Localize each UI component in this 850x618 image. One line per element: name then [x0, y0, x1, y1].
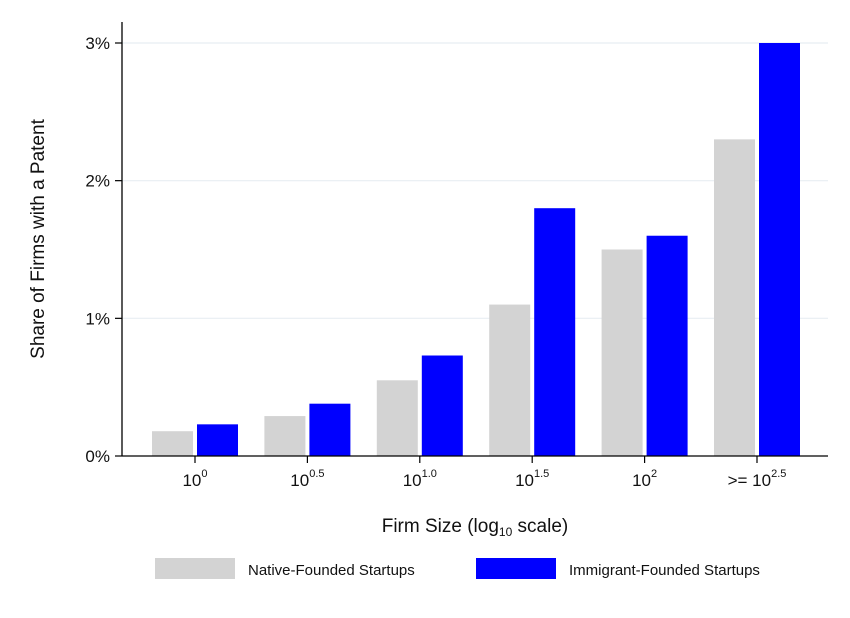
legend-swatch-native [155, 558, 235, 579]
bar-native [601, 249, 643, 456]
x-tick-label: 101.0 [403, 468, 437, 490]
x-tick-exponent: 1.0 [422, 468, 437, 480]
x-axis-title: Firm Size (log10 scale) [382, 516, 569, 539]
x-axis-title-post: scale) [512, 516, 568, 537]
bar-native [152, 431, 193, 456]
x-ticks: 100 100.5 101.0 101.5 102 >= 102.5 [182, 456, 786, 490]
x-tick-base: 10 [290, 471, 309, 490]
x-tick-base: 10 [403, 471, 422, 490]
bar-native [264, 416, 306, 456]
x-tick-base: >= 10 [728, 471, 772, 490]
x-tick-exponent: 0 [201, 468, 207, 480]
bar-native [489, 304, 531, 456]
x-tick-label: >= 102.5 [728, 468, 787, 490]
x-tick-label: 102 [632, 468, 657, 490]
x-axis-title-pre: Firm Size (log [382, 516, 499, 537]
y-tick-label: 3% [85, 34, 110, 53]
x-tick-label: 100 [182, 468, 207, 490]
x-tick-label: 101.5 [515, 468, 549, 490]
bar-immigrant [646, 235, 688, 456]
y-tick-label: 1% [85, 309, 110, 328]
bar-immigrant [309, 403, 351, 456]
bar-immigrant [197, 424, 238, 456]
x-tick-base: 10 [515, 471, 534, 490]
bars [152, 43, 800, 456]
x-tick-base: 10 [632, 471, 651, 490]
y-tick-label: 0% [85, 447, 110, 466]
bar-immigrant [421, 355, 463, 456]
x-axis-title-sub: 10 [499, 525, 513, 539]
y-axis-title: Share of Firms with a Patent [28, 118, 49, 358]
x-tick-exponent: 2 [651, 468, 657, 480]
bar-native [376, 380, 418, 456]
x-tick-base: 10 [182, 471, 201, 490]
bar-native [714, 139, 755, 456]
legend-swatch-immigrant [476, 558, 556, 579]
y-ticks: 0% 1% 2% 3% [85, 34, 122, 466]
legend-label-immigrant: Immigrant-Founded Startups [569, 562, 760, 579]
x-tick-exponent: 2.5 [771, 468, 786, 480]
legend: Native-Founded Startups Immigrant-Founde… [155, 558, 760, 579]
x-tick-exponent: 1.5 [534, 468, 549, 480]
gridlines [122, 42, 828, 319]
x-tick-label: 100.5 [290, 468, 324, 490]
x-tick-exponent: 0.5 [309, 468, 324, 480]
bar-immigrant [759, 43, 800, 456]
legend-label-native: Native-Founded Startups [248, 562, 415, 579]
y-tick-label: 2% [85, 172, 110, 191]
bar-immigrant [534, 208, 576, 456]
